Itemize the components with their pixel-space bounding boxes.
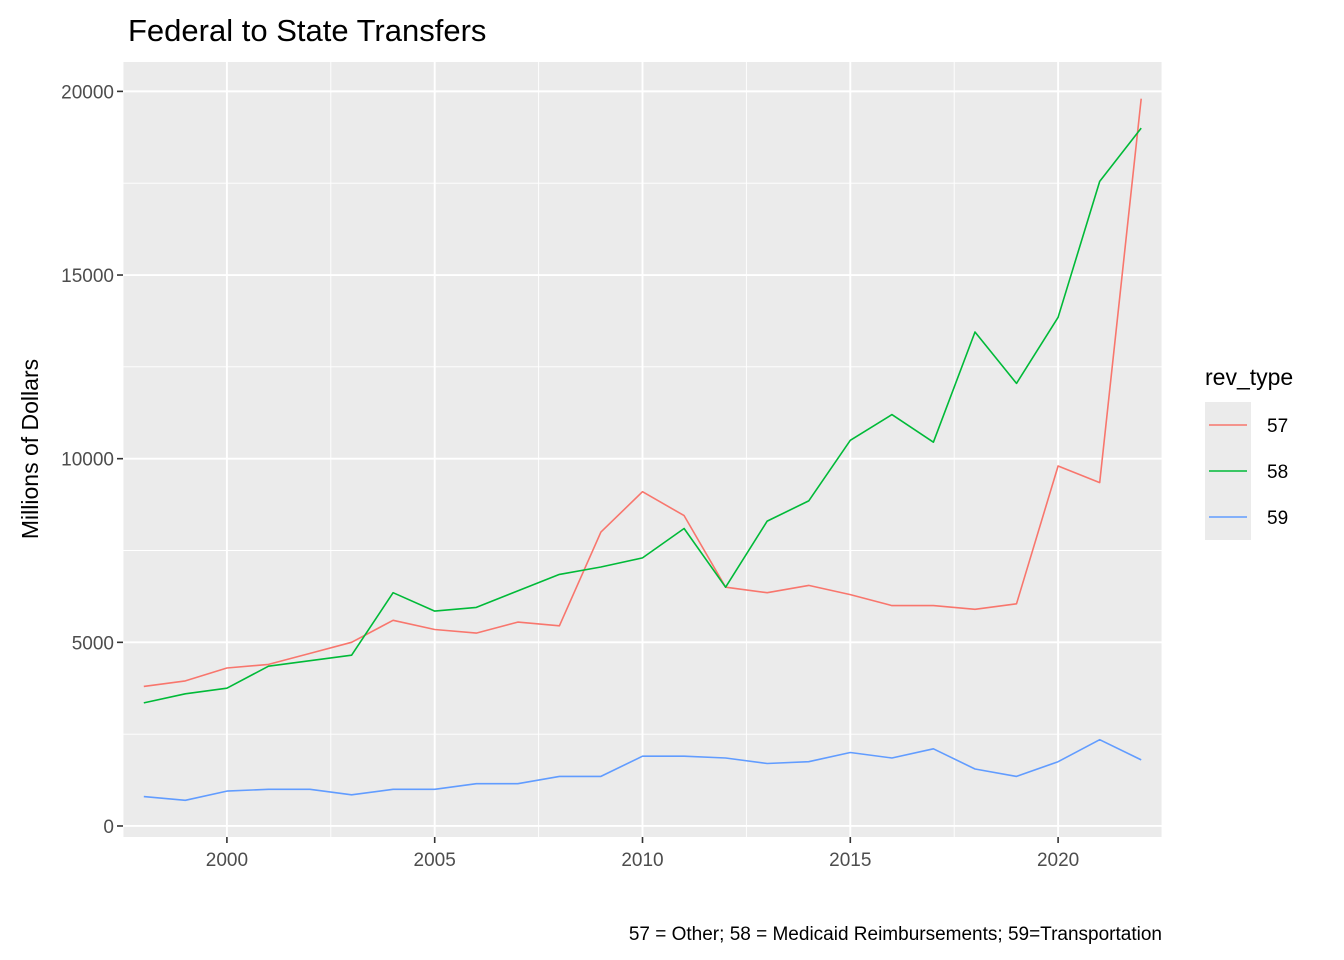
legend-items: 57 58 59 xyxy=(1205,402,1288,540)
series-lines xyxy=(143,98,1142,802)
chart-title: Federal to State Transfers xyxy=(128,13,486,48)
series-line-57 xyxy=(143,98,1142,688)
x-tick-label: 2000 xyxy=(206,850,248,871)
y-tick-label: 0 xyxy=(103,817,114,838)
legend-label-57: 57 xyxy=(1267,416,1288,437)
chart-caption: 57 = Other; 58 = Medicaid Reimbursements… xyxy=(629,924,1162,945)
series-line-59 xyxy=(143,738,1142,802)
legend-label-58: 58 xyxy=(1267,462,1288,483)
grid-major xyxy=(123,62,1162,837)
y-tick-label: 10000 xyxy=(61,450,114,471)
legend-title: rev_type xyxy=(1205,364,1293,390)
y-tick-label: 15000 xyxy=(61,266,114,287)
series-line-58 xyxy=(143,127,1142,704)
y-tick-label: 20000 xyxy=(61,82,114,103)
legend: rev_type 57 58 59 xyxy=(1205,364,1293,540)
x-axis: 2000 2005 2010 2015 2020 xyxy=(206,837,1079,871)
legend-label-59: 59 xyxy=(1267,508,1288,529)
y-axis-title: Millions of Dollars xyxy=(17,359,43,539)
x-tick-label: 2015 xyxy=(829,850,871,871)
x-tick-label: 2020 xyxy=(1037,850,1079,871)
x-tick-label: 2010 xyxy=(621,850,663,871)
x-tick-label: 2005 xyxy=(414,850,456,871)
y-axis: 0 5000 10000 15000 20000 xyxy=(61,82,123,838)
y-tick-label: 5000 xyxy=(72,633,114,654)
